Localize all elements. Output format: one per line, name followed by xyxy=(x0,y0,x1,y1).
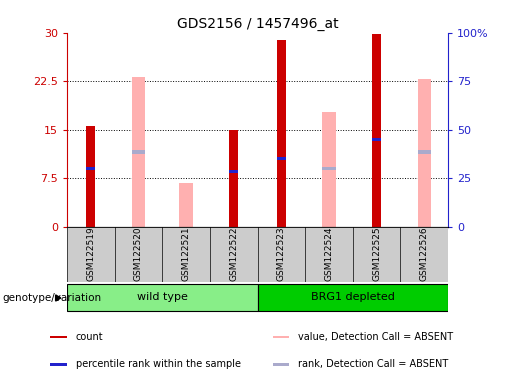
Bar xyxy=(273,363,289,366)
Bar xyxy=(132,151,145,154)
Bar xyxy=(277,40,286,227)
Bar xyxy=(322,111,336,227)
Bar xyxy=(179,183,193,227)
Bar xyxy=(229,170,238,174)
Text: rank, Detection Call = ABSENT: rank, Detection Call = ABSENT xyxy=(299,359,449,369)
Text: GSM122524: GSM122524 xyxy=(324,226,333,281)
Text: BRG1 depleted: BRG1 depleted xyxy=(311,292,394,302)
Text: genotype/variation: genotype/variation xyxy=(3,293,101,303)
Bar xyxy=(67,284,258,311)
Text: GSM122522: GSM122522 xyxy=(229,226,238,281)
Bar xyxy=(229,130,238,227)
Text: value, Detection Call = ABSENT: value, Detection Call = ABSENT xyxy=(299,332,454,342)
Bar xyxy=(50,363,66,366)
Bar xyxy=(277,157,286,161)
Bar xyxy=(132,76,145,227)
Text: GSM122521: GSM122521 xyxy=(182,226,191,281)
Text: GDS2156 / 1457496_at: GDS2156 / 1457496_at xyxy=(177,17,338,31)
Bar xyxy=(322,167,336,170)
Text: GSM122525: GSM122525 xyxy=(372,226,381,281)
Bar xyxy=(258,284,448,311)
Bar xyxy=(418,79,431,227)
Bar xyxy=(372,34,381,227)
Text: GSM122526: GSM122526 xyxy=(420,226,428,281)
Bar xyxy=(87,126,95,227)
Text: GSM122520: GSM122520 xyxy=(134,226,143,281)
Text: GSM122519: GSM122519 xyxy=(87,226,95,281)
Text: percentile rank within the sample: percentile rank within the sample xyxy=(76,359,241,369)
Bar xyxy=(87,167,95,170)
Text: count: count xyxy=(76,332,104,342)
Bar xyxy=(50,336,66,338)
Bar xyxy=(273,336,289,338)
Text: GSM122523: GSM122523 xyxy=(277,226,286,281)
Text: wild type: wild type xyxy=(137,292,187,302)
Bar xyxy=(372,137,381,141)
Bar xyxy=(418,151,431,154)
